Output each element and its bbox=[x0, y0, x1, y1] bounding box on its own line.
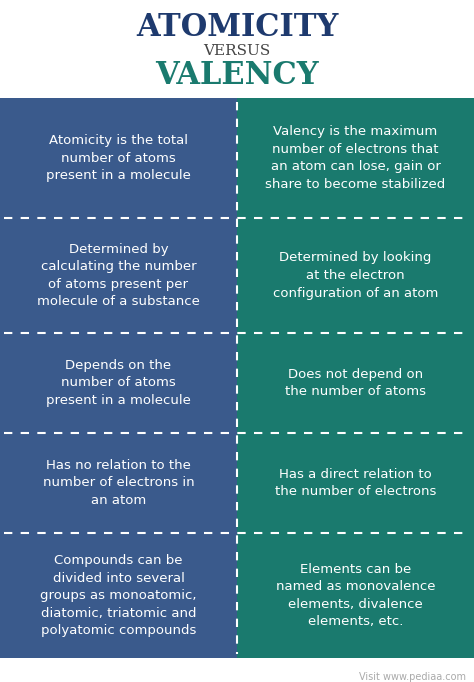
Bar bbox=[237, 333, 474, 433]
Text: VALENCY: VALENCY bbox=[155, 60, 319, 91]
Text: VERSUS: VERSUS bbox=[203, 44, 271, 58]
Text: Atomicity is the total
number of atoms
present in a molecule: Atomicity is the total number of atoms p… bbox=[46, 134, 191, 182]
Text: Compounds can be
divided into several
groups as monoatomic,
diatomic, triatomic : Compounds can be divided into several gr… bbox=[40, 554, 197, 637]
Bar bbox=[0, 98, 237, 218]
Text: Determined by looking
at the electron
configuration of an atom: Determined by looking at the electron co… bbox=[273, 252, 438, 299]
Bar bbox=[0, 433, 237, 533]
Bar bbox=[237, 98, 474, 218]
Text: Depends on the
number of atoms
present in a molecule: Depends on the number of atoms present i… bbox=[46, 359, 191, 407]
Text: Has a direct relation to
the number of electrons: Has a direct relation to the number of e… bbox=[275, 468, 436, 499]
Text: Elements can be
named as monovalence
elements, divalence
elements, etc.: Elements can be named as monovalence ele… bbox=[276, 563, 435, 628]
Bar bbox=[237, 218, 474, 333]
Text: Does not depend on
the number of atoms: Does not depend on the number of atoms bbox=[285, 368, 426, 398]
Text: Has no relation to the
number of electrons in
an atom: Has no relation to the number of electro… bbox=[43, 459, 194, 507]
Text: Visit www.pediaa.com: Visit www.pediaa.com bbox=[359, 672, 466, 682]
Text: Determined by
calculating the number
of atoms present per
molecule of a substanc: Determined by calculating the number of … bbox=[37, 243, 200, 308]
Text: ATOMICITY: ATOMICITY bbox=[136, 12, 338, 43]
Bar bbox=[237, 433, 474, 533]
Text: Valency is the maximum
number of electrons that
an atom can lose, gain or
share : Valency is the maximum number of electro… bbox=[265, 125, 446, 191]
Bar bbox=[0, 333, 237, 433]
Bar bbox=[0, 218, 237, 333]
Bar bbox=[237, 533, 474, 658]
Bar bbox=[0, 533, 237, 658]
